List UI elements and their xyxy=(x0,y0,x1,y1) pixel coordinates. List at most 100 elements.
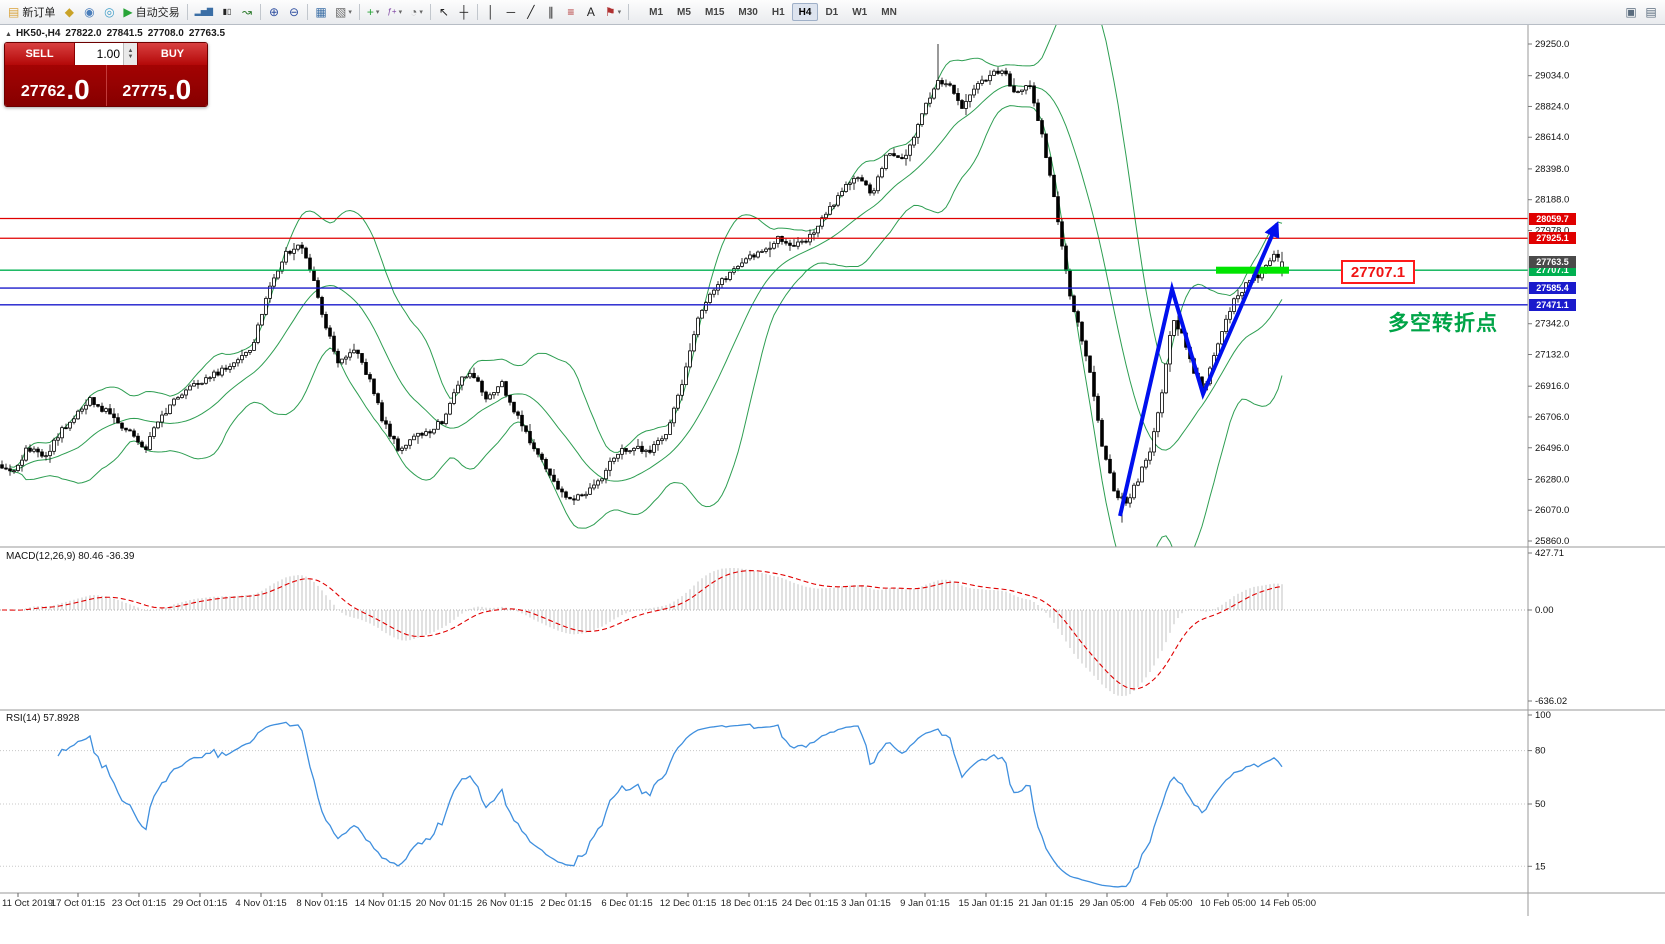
timeframe-M15-button[interactable]: M15 xyxy=(698,3,731,21)
fibonacci-button[interactable]: ≡ xyxy=(561,2,581,22)
chart-candles-icon: ▮▯ xyxy=(222,7,232,16)
svg-text:26496.0: 26496.0 xyxy=(1535,443,1569,454)
toolbar-separator xyxy=(358,4,360,20)
annotation-text[interactable]: 多空转折点 xyxy=(1388,312,1498,335)
text-button[interactable]: A xyxy=(581,2,601,22)
zoom-out-button[interactable]: ⊖ xyxy=(284,2,304,22)
chart-ohlc-header: ▲ HK50-,H4 27822.0 27841.5 27708.0 27763.5 xyxy=(5,28,230,39)
axes-layer: 29250.0 29034.0 28824.0 28614.0 28398.0 28188… xyxy=(0,24,1665,916)
tile-windows-button[interactable]: ▦ xyxy=(311,2,331,22)
sell-button[interactable]: SELL xyxy=(5,43,75,65)
arrows-dropdown-arrow-icon[interactable]: ▾ xyxy=(617,9,622,16)
cursor-button[interactable]: ↖ xyxy=(434,2,454,22)
chart-bars-button[interactable]: ▂▅▇ xyxy=(191,2,217,22)
channel-button[interactable]: ∥ xyxy=(541,2,561,22)
channel-icon: ∥ xyxy=(547,5,554,19)
volume-input[interactable]: 1.00 ▲ ▼ xyxy=(75,43,137,65)
timeframe-M5-button[interactable]: M5 xyxy=(670,3,698,21)
chart-bars-icon: ▂▅▇ xyxy=(194,7,214,16)
new-chart-dropdown-arrow-icon[interactable]: ▾ xyxy=(375,9,380,16)
svg-text:4 Feb 05:00: 4 Feb 05:00 xyxy=(1142,898,1193,909)
indicators-dropdown-arrow-icon[interactable]: ▾ xyxy=(398,9,403,16)
timeframe-D1-button[interactable]: D1 xyxy=(818,3,845,21)
timeframe-M1-button[interactable]: M1 xyxy=(642,3,670,21)
svg-text:14 Nov 01:15: 14 Nov 01:15 xyxy=(355,898,412,909)
market-watch-icon: ◎ xyxy=(104,5,115,19)
zoom-in-button[interactable]: ⊕ xyxy=(264,2,284,22)
market-watch-button[interactable]: ◎ xyxy=(99,2,119,22)
axis-price-badge: 27471.1 xyxy=(1529,298,1576,311)
chart-canvas[interactable]: 29250.0 29034.0 28824.0 28614.0 28398.0 28188… xyxy=(0,24,1665,944)
chart-shift-button[interactable]: ▣ xyxy=(1621,2,1641,22)
periods-dropdown-arrow-icon[interactable]: ▾ xyxy=(419,9,423,16)
auto-trading-label: 自动交易 xyxy=(135,7,180,19)
volume-spinner[interactable]: ▲ ▼ xyxy=(123,43,137,65)
toolbar-separator xyxy=(429,4,431,20)
history-center-button[interactable]: ◆ xyxy=(59,2,79,22)
price-axis: 29250.0 29034.0 28824.0 28614.0 28398.0 28188… xyxy=(1528,39,1569,872)
svg-text:26280.0: 26280.0 xyxy=(1535,474,1569,485)
history-center-icon: ◆ xyxy=(64,5,74,19)
buy-button[interactable]: BUY xyxy=(137,43,207,65)
svg-text:2 Dec 01:15: 2 Dec 01:15 xyxy=(540,898,591,909)
indicators-button[interactable]: ƒ+ ▾ xyxy=(383,2,406,22)
svg-text:26916.0: 26916.0 xyxy=(1535,381,1569,392)
macd-panel-layer xyxy=(0,567,1528,696)
text-icon: A xyxy=(586,5,595,19)
timeframe-W1-button[interactable]: W1 xyxy=(845,3,874,21)
arrows-button[interactable]: ⚑ ▾ xyxy=(601,2,625,22)
svg-text:80: 80 xyxy=(1535,746,1546,757)
chart-line-icon: ↝ xyxy=(242,5,253,19)
open-value: 27822.0 xyxy=(65,28,102,39)
spinner-down-icon[interactable]: ▼ xyxy=(127,54,134,60)
svg-text:100: 100 xyxy=(1535,710,1551,721)
profiles-dropdown-arrow-icon[interactable]: ▾ xyxy=(348,9,352,16)
new-order-button[interactable]: ▤ 新订单 xyxy=(4,2,59,22)
price-level-flag[interactable]: 27707.1 xyxy=(1341,260,1415,284)
trendline-button[interactable]: ╱ xyxy=(521,2,541,22)
chart-shift-icon: ▣ xyxy=(1625,5,1637,19)
profiles-button[interactable]: ▧ ▾ xyxy=(331,2,356,22)
chart-line-button[interactable]: ↝ xyxy=(237,2,257,22)
svg-text:18 Dec 01:15: 18 Dec 01:15 xyxy=(721,898,778,909)
horizontal-line-icon: ─ xyxy=(506,5,516,19)
toolbar-separator xyxy=(476,4,478,20)
arrows-icon: ⚑ xyxy=(604,5,616,19)
accounts-icon: ◉ xyxy=(84,5,95,19)
new-chart-icon: + xyxy=(366,5,374,19)
spinner-up-icon[interactable]: ▲ xyxy=(127,48,134,54)
toolbar-separator xyxy=(628,4,630,20)
svg-text:4 Nov 01:15: 4 Nov 01:15 xyxy=(235,898,286,909)
new-chart-button[interactable]: + ▾ xyxy=(363,2,384,22)
rsi-indicator-label: RSI(14) 57.8928 xyxy=(6,713,80,724)
svg-text:21 Jan 01:15: 21 Jan 01:15 xyxy=(1019,898,1074,909)
periods-button[interactable]: ◔ ▾ xyxy=(406,2,427,22)
timeframe-H4-button[interactable]: H4 xyxy=(791,3,819,21)
horizontal-line-button[interactable]: ─ xyxy=(501,2,521,22)
profiles-icon: ▧ xyxy=(335,5,347,19)
auto-trading-button[interactable]: ▶ 自动交易 xyxy=(119,2,183,22)
main-toolbar: ▤ 新订单 ◆ ◉ ◎ ▶ 自动交易 ▂▅▇ ▮▯ ↝ ⊕ ⊖ ▦ ▧ ▾ + ▾ ƒ+ ▾ ◔ ▾ ↖ ┼ │ ─ ╱ ∥ ≡ A ⚑ ▾… xyxy=(0,0,1665,25)
svg-text:10 Feb 05:00: 10 Feb 05:00 xyxy=(1200,898,1256,909)
svg-text:26 Nov 01:15: 26 Nov 01:15 xyxy=(477,898,534,909)
vertical-line-button[interactable]: │ xyxy=(481,2,501,22)
svg-text:0.00: 0.00 xyxy=(1535,605,1554,616)
crosshair-button[interactable]: ┼ xyxy=(454,2,474,22)
rsi-panel-layer xyxy=(0,721,1528,888)
svg-text:12 Dec 01:15: 12 Dec 01:15 xyxy=(660,898,717,909)
one-click-trading-panel: SELL 1.00 ▲ ▼ BUY 27762.0 27775.0 xyxy=(4,42,208,107)
timeframe-MN-button[interactable]: MN xyxy=(874,3,904,21)
arrange-windows-button[interactable]: ▤ xyxy=(1641,2,1661,22)
timeframe-M30-button[interactable]: M30 xyxy=(731,3,764,21)
accounts-button[interactable]: ◉ xyxy=(79,2,99,22)
svg-text:28398.0: 28398.0 xyxy=(1535,164,1569,175)
svg-text:25860.0: 25860.0 xyxy=(1535,536,1569,547)
zoom-out-icon: ⊖ xyxy=(289,5,300,19)
svg-text:9 Jan 01:15: 9 Jan 01:15 xyxy=(900,898,950,909)
chart-candles-button[interactable]: ▮▯ xyxy=(217,2,237,22)
svg-text:20 Nov 01:15: 20 Nov 01:15 xyxy=(416,898,473,909)
svg-text:15 Jan 01:15: 15 Jan 01:15 xyxy=(959,898,1014,909)
collapse-arrow-icon[interactable]: ▲ xyxy=(5,31,12,38)
svg-text:17 Oct 01:15: 17 Oct 01:15 xyxy=(51,898,105,909)
timeframe-H1-button[interactable]: H1 xyxy=(765,3,792,21)
